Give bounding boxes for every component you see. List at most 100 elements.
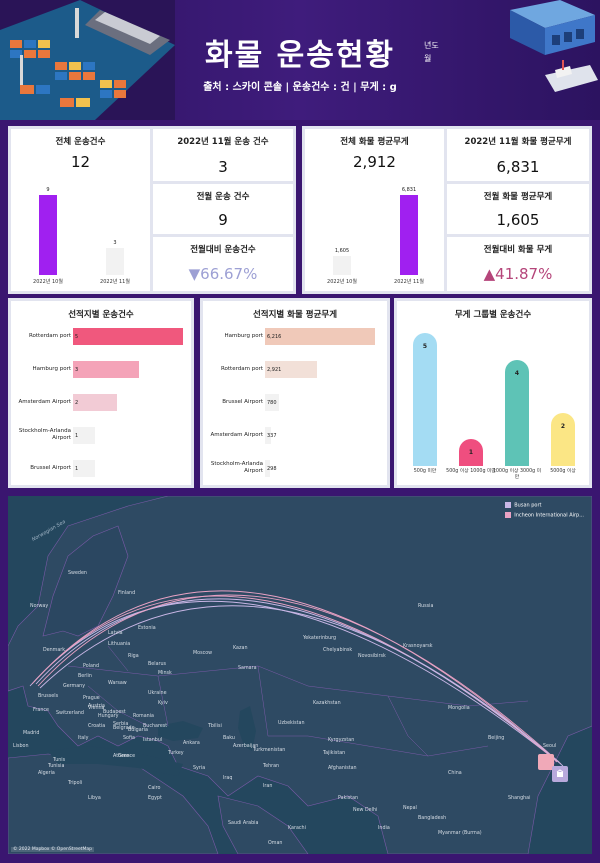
map-place-label: Yekaterinburg: [303, 636, 337, 641]
map-place-label: Vienna: [88, 706, 105, 711]
mini-bar-value: 1,605: [334, 248, 350, 255]
bar-category-label: Hamburg port: [224, 333, 263, 339]
map-place-label: Turkmenistan: [253, 748, 286, 753]
map-place-label: Shanghai: [508, 796, 531, 801]
map-place-label: Brussels: [38, 694, 59, 699]
mini-bar: [400, 195, 418, 275]
route-map[interactable]: Norwegian Sea Sweden Finland Norway Denmark…: [8, 496, 592, 854]
map-place-label: New Delhi: [353, 808, 378, 813]
bar-value: 2: [560, 422, 566, 430]
map-place-label: Serbia: [113, 722, 129, 727]
map-credit[interactable]: © 2022 Mapbox © OpenStreetMap: [11, 847, 94, 852]
prev-avg-weight-card[interactable]: 전월 화물 평균무게 1,605: [447, 184, 589, 234]
bar-value: 3: [75, 367, 79, 373]
bar: [73, 394, 117, 411]
map-place-label: Seoul: [543, 744, 557, 749]
bar-value: 6,216: [267, 334, 282, 340]
bar-category-label: Amsterdam Airport: [18, 399, 71, 405]
map-place-label: Latvia: [108, 631, 123, 636]
port-illustration: [0, 0, 175, 120]
busan-port-marker[interactable]: [538, 754, 554, 770]
bar-value: 2: [75, 400, 79, 406]
map-place-label: Russia: [418, 604, 434, 609]
prev-shipments-card[interactable]: 전월 운송 건수 9: [153, 184, 293, 234]
map-place-label: Bangladesh: [418, 816, 447, 821]
map-place-label: Uzbekistan: [278, 721, 305, 726]
map-place-label: Germany: [63, 684, 86, 689]
map-place-label: China: [448, 771, 462, 776]
bar: [265, 427, 271, 444]
legend-item-busan[interactable]: Busan port: [505, 502, 584, 509]
shipments-by-weight-card[interactable]: 무게 그룹별 운송건수 5 500g 미만 1 500g 이상 1000g 미만 4 10…: [397, 301, 589, 485]
mini-bar-category: 2022년 10월: [327, 279, 357, 285]
map-place-label: Warsaw: [108, 681, 127, 686]
weight-change-title: 전월대비 화물 무게: [483, 245, 553, 255]
nov-shipments-card[interactable]: 2022년 11월 운송 건수 3: [153, 129, 293, 181]
bar-category-label: 500g 이상 1000g 미만: [446, 469, 496, 474]
map-place-label: Hungary: [98, 714, 119, 719]
page-subtitle: 출처 : 스카이 콘솔 | 운송건수 : 건 | 무게 : g: [203, 82, 397, 93]
map-place-label: Tehran: [263, 764, 280, 769]
bar-value: 2,921: [267, 367, 282, 373]
map-place-label: Iraq: [223, 776, 233, 781]
legend-swatch: [505, 511, 512, 518]
map-place-label: Poland: [83, 664, 100, 669]
total-avg-weight-card[interactable]: 전체 화물 평균무게 2,912 1,605 2022년 10월 6,831 2022…: [305, 129, 444, 291]
landmass-arabia: [217, 795, 309, 854]
weight-by-origin-card[interactable]: 선적지별 화물 평균무게 Hamburg port 6,216 Rotterdam …: [203, 301, 387, 485]
landmass-eurasia: [8, 496, 592, 854]
total-shipments-card[interactable]: 전체 운송건수 12 9 2022년 10월 3 2022년 11월: [11, 129, 150, 291]
map-place-label: Libya: [88, 796, 101, 801]
bar-category-label: Rotterdam port: [220, 366, 263, 372]
bar: [265, 394, 279, 411]
map-place-label: Estonia: [138, 626, 156, 631]
map-place-label: Kyrgyzstan: [328, 738, 355, 743]
year-slicer-value[interactable]: [445, 41, 469, 50]
legend-swatch: [505, 502, 512, 508]
bar-value: 1: [468, 449, 474, 457]
caspian-sea: [238, 706, 256, 751]
nov-avg-weight-card[interactable]: 2022년 11월 화물 평균무게 6,831: [447, 129, 589, 181]
mediterranean-sea: [48, 746, 183, 776]
map-place-label: Tripoli: [68, 781, 83, 786]
prev-avg-weight-value: 1,605: [496, 211, 540, 229]
mini-bar-category: 2022년 11월: [100, 279, 130, 285]
total-avg-weight-title: 전체 화물 평균무게: [340, 137, 409, 147]
bar-category-label: 500g 미만: [413, 469, 437, 474]
weight-change-card[interactable]: 전월대비 화물 무게 ▲41.87%: [447, 237, 589, 291]
bar: [73, 460, 95, 477]
map-place-label: Karachi: [288, 826, 306, 831]
map-place-label: Norway: [30, 604, 49, 609]
legend-item-incheon[interactable]: Incheon International Airp...: [505, 511, 584, 518]
shipments-by-weight-title: 무게 그룹별 운송건수: [454, 310, 532, 320]
month-slicer[interactable]: 월: [424, 53, 461, 64]
weight-change-value: ▲41.87%: [483, 265, 553, 283]
black-sea: [158, 721, 203, 741]
warehouse-illustration: [510, 0, 598, 92]
map-place-label: Kazan: [233, 646, 248, 651]
month-slicer-value[interactable]: [437, 54, 461, 63]
bar-value: 337: [267, 433, 277, 439]
map-place-label: Greece: [118, 754, 136, 759]
map-place-label: Samara: [238, 666, 257, 671]
map-place-label: Syria: [193, 766, 206, 771]
bar: [265, 361, 317, 378]
map-canvas[interactable]: [8, 496, 592, 854]
map-place-label: Sofia: [123, 736, 135, 741]
shipments-by-origin-card[interactable]: 선적지별 운송건수 Rotterdam port 5 Hamburg port 3 Am…: [11, 301, 191, 485]
incheon-airport-marker[interactable]: [552, 766, 568, 782]
year-slicer[interactable]: 년도: [424, 40, 469, 51]
map-legend[interactable]: Busan port Incheon International Airp...: [505, 502, 584, 521]
shipments-by-origin-section: 선적지별 운송건수 Rotterdam port 5 Hamburg port 3 Am…: [8, 298, 194, 488]
bar-value: 1: [75, 433, 79, 439]
map-place-label: Madrid: [23, 731, 40, 736]
bar-category-label: Brussel Airport: [222, 399, 263, 405]
map-place-label: Krasnoyarsk: [403, 644, 433, 649]
map-place-label: Belgrade: [113, 726, 135, 731]
nov-shipments-title: 2022년 11월 운송 건수: [177, 137, 269, 147]
bar-value: 5: [75, 334, 79, 340]
weight-by-origin-title: 선적지별 화물 평균무게: [252, 310, 338, 320]
shipments-change-card[interactable]: 전월대비 운송건수 ▼66.67%: [153, 237, 293, 291]
map-place-label: Lisbon: [13, 744, 29, 749]
map-place-label: Pakistan: [338, 796, 359, 801]
